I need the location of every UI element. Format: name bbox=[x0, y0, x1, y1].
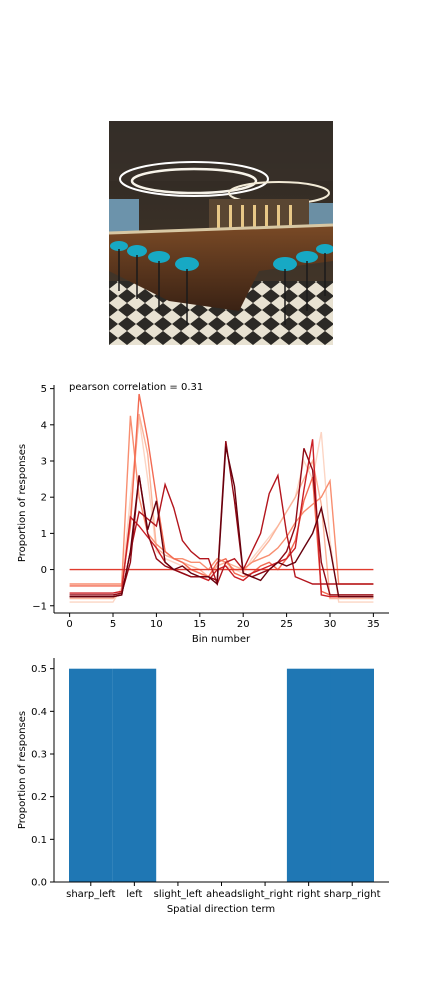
x-tick-label: ahead bbox=[206, 889, 237, 900]
bar-sharp_right bbox=[330, 668, 374, 882]
x-tick-label: 20 bbox=[237, 619, 250, 630]
x-tick-label: slight_right bbox=[237, 889, 293, 900]
x-tick-label: 35 bbox=[367, 619, 380, 630]
y-tick-label: 0.1 bbox=[31, 835, 47, 846]
y-tick-label: 1 bbox=[41, 529, 47, 540]
series-line-4 bbox=[69, 393, 374, 596]
x-tick-label: 25 bbox=[280, 619, 293, 630]
y-tick-label: 2 bbox=[41, 493, 47, 504]
x-tick-label: 30 bbox=[324, 619, 337, 630]
y-axis-label: Proportion of responses bbox=[17, 444, 28, 562]
series-line-9 bbox=[69, 446, 374, 598]
bar-sharp_left bbox=[69, 668, 113, 882]
x-ticks: 0 5 10 15 20 25 30 35 bbox=[66, 613, 380, 630]
y-tick-label: 4 bbox=[41, 420, 47, 431]
y-tick-label: 0.5 bbox=[31, 664, 47, 675]
bar-right bbox=[286, 668, 331, 882]
bar-chart: sharp_left left slight_left ahead slight_rig… bbox=[17, 658, 389, 915]
axes bbox=[53, 385, 389, 614]
x-tick-label: 15 bbox=[193, 619, 206, 630]
y-ticks: 0.0 0.1 0.2 0.3 0.4 0.5 bbox=[31, 664, 54, 889]
y-ticks: −1 0 1 2 3 4 5 bbox=[32, 384, 54, 612]
bar-left bbox=[112, 668, 157, 882]
x-tick-label: right bbox=[297, 889, 321, 900]
x-axis-label: Spatial direction term bbox=[167, 904, 275, 915]
x-axis-label: Bin number bbox=[192, 634, 251, 645]
bar-interior-photo bbox=[109, 121, 333, 345]
y-tick-label: 5 bbox=[41, 384, 47, 395]
x-tick-label: 5 bbox=[110, 619, 116, 630]
y-tick-label: 0.2 bbox=[31, 792, 47, 803]
chart-annotation: pearson correlation = 0.31 bbox=[69, 382, 203, 393]
x-ticks: sharp_left left slight_left ahead slight_rig… bbox=[66, 882, 381, 900]
x-tick-label: sharp_right bbox=[324, 889, 381, 900]
y-tick-label: 3 bbox=[41, 457, 47, 468]
y-tick-label: 0 bbox=[41, 565, 47, 576]
x-tick-label: sharp_left bbox=[66, 889, 115, 900]
y-tick-label: 0.4 bbox=[31, 707, 47, 718]
x-tick-label: 10 bbox=[150, 619, 163, 630]
bar-group bbox=[69, 668, 374, 882]
line-series-group bbox=[69, 393, 374, 603]
line-chart: pearson correlation = 0.31 0 5 10 15 20 25 30 3… bbox=[17, 382, 389, 645]
series-line-2 bbox=[69, 413, 374, 600]
x-tick-label: slight_left bbox=[154, 889, 203, 900]
series-line-6 bbox=[69, 439, 374, 598]
y-tick-label: 0.0 bbox=[31, 878, 47, 889]
y-tick-label: −1 bbox=[32, 601, 47, 612]
x-tick-label: 0 bbox=[66, 619, 72, 630]
y-axis-label: Proportion of responses bbox=[17, 711, 28, 829]
x-tick-label: left bbox=[126, 889, 142, 900]
y-tick-label: 0.3 bbox=[31, 750, 47, 761]
